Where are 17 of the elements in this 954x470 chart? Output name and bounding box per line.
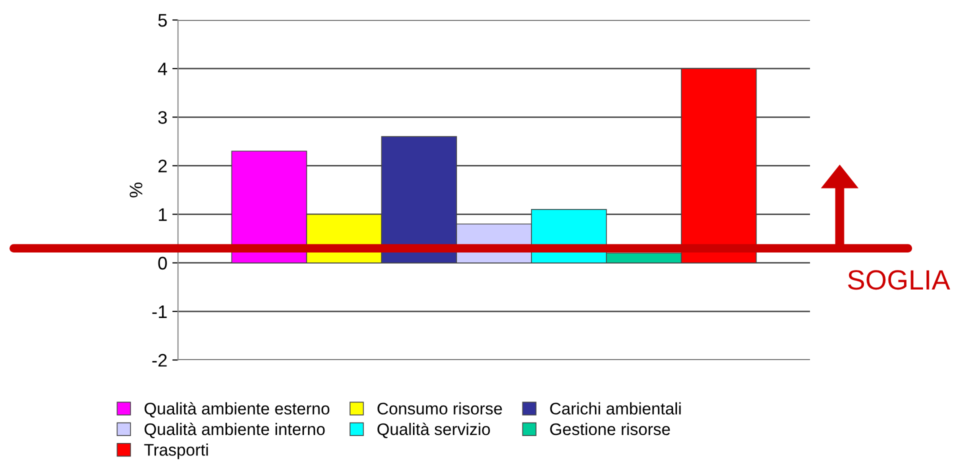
legend-label: Carichi ambientali: [550, 402, 681, 415]
y-axis-title: %: [130, 182, 142, 198]
legend-label: Consumo risorse: [378, 402, 502, 415]
y-tick-label: -2: [152, 354, 167, 367]
y-tick-label: 5: [158, 14, 167, 27]
legend-label: Qualità servizio: [377, 422, 490, 438]
legend-label: Qualità ambiente interno: [144, 422, 325, 438]
y-tick-label: 2: [158, 160, 167, 172]
y-tick-label: 4: [158, 62, 168, 76]
y-tick-label: 1: [158, 208, 167, 221]
legend-label: Trasporti: [144, 444, 208, 460]
ref-line-label: SOGLIA: [848, 270, 950, 290]
legend-label: Gestione risorse: [550, 422, 670, 436]
y-tick-label: 3: [158, 111, 167, 124]
y-tick-label: 0: [158, 256, 167, 270]
y-tick-label: -1: [152, 306, 167, 318]
legend-label: Qualità ambiente esterno: [144, 402, 330, 418]
